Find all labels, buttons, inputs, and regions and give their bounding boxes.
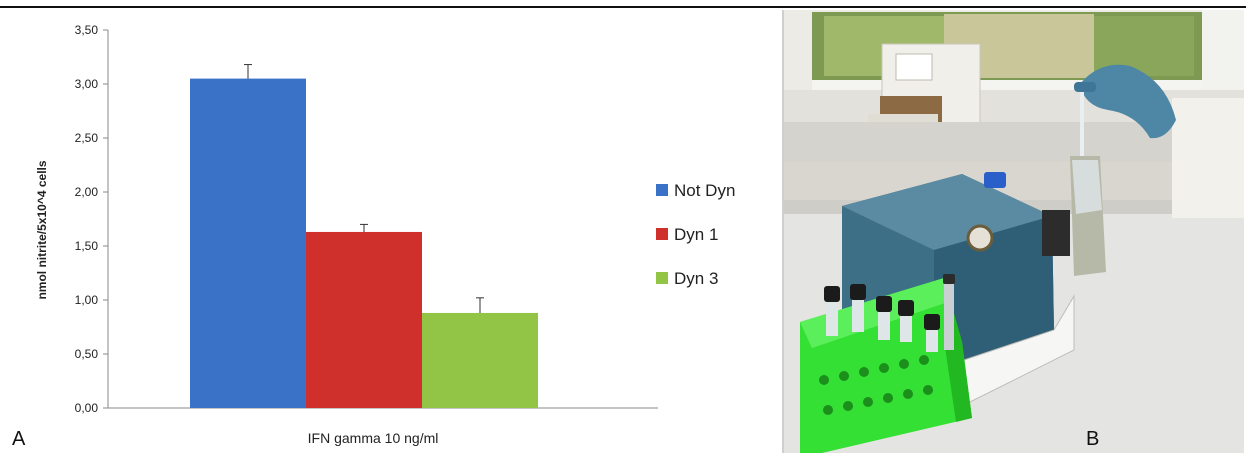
instrument-icon xyxy=(842,172,1075,411)
window-icon xyxy=(784,10,1244,130)
panel-divider xyxy=(782,10,784,453)
legend-swatch xyxy=(656,184,668,196)
lab-photo xyxy=(784,10,1244,453)
legend-label: Dyn 3 xyxy=(674,269,718,288)
bar-dyn-1 xyxy=(306,231,422,408)
bar-dyn-3 xyxy=(422,312,538,408)
y-tick-label: 2,00 xyxy=(75,185,99,199)
legend-label: Dyn 1 xyxy=(674,225,718,244)
x-axis-label: IFN gamma 10 ng/ml xyxy=(308,430,439,446)
bars-group xyxy=(190,64,538,408)
panel-b-photo: B xyxy=(784,10,1244,453)
legend: Not Dyn Dyn 1 Dyn 3 xyxy=(656,181,735,288)
y-tick-label: 1,00 xyxy=(75,293,99,307)
bar-chart: 0,00 0,50 1,00 1,50 2,00 2,50 3,00 3,50 Not Dyn… xyxy=(35,23,735,446)
box-icon xyxy=(868,43,981,137)
y-axis-label: nmol nitrite/5x10^4 cells xyxy=(35,160,49,299)
gloved-hand-icon xyxy=(1070,64,1244,276)
y-tick-label: 1,50 xyxy=(75,239,99,253)
top-border xyxy=(0,6,1246,8)
legend-swatch xyxy=(656,228,668,240)
y-tick-label: 0,00 xyxy=(75,401,99,415)
legend-swatch xyxy=(656,272,668,284)
y-tick-label: 2,50 xyxy=(75,131,99,145)
tube-rack-icon xyxy=(800,274,972,453)
legend-label: Not Dyn xyxy=(674,181,735,200)
bar-not-dyn xyxy=(190,78,306,408)
panel-letter-a: A xyxy=(12,428,26,450)
y-tick-label: 3,50 xyxy=(75,23,99,37)
y-tick-label: 3,00 xyxy=(75,77,99,91)
panel-letter-b: B xyxy=(1086,428,1100,450)
panel-a-chart: 0,00 0,50 1,00 1,50 2,00 2,50 3,00 3,50 Not Dyn… xyxy=(8,10,780,453)
y-tick-label: 0,50 xyxy=(75,347,99,361)
